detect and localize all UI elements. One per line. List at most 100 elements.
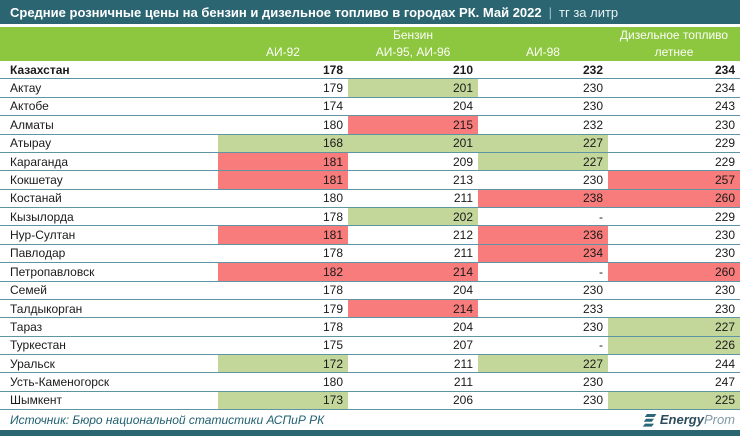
page-title: Средние розничные цены на бензин и дизел… bbox=[10, 4, 542, 20]
price-cell: 211 bbox=[453, 246, 473, 261]
price-cell: 230 bbox=[582, 393, 603, 408]
price-cell: 201 bbox=[348, 134, 478, 152]
table-row: Атырау 168 201 227 229 bbox=[0, 134, 740, 153]
price-cell: 233 bbox=[582, 301, 603, 316]
price-cell: 214 bbox=[348, 299, 478, 318]
city-name: Павлодар bbox=[10, 246, 66, 261]
price-cell: 178 bbox=[322, 283, 343, 298]
header-col-ai98: АИ-98 bbox=[526, 45, 560, 59]
price-cell: 211 bbox=[453, 375, 473, 390]
price-cell: 174 bbox=[322, 99, 343, 114]
table-row: Актау 179 201 230 234 bbox=[0, 79, 740, 98]
table-row: Актобе 174 204 230 243 bbox=[0, 98, 740, 117]
table-header: Бензин Дизельное топливо АИ-92 АИ-95, АИ… bbox=[0, 27, 740, 61]
price-cell: 230 bbox=[582, 172, 603, 187]
title-bar: Средние розничные цены на бензин и дизел… bbox=[0, 0, 740, 24]
price-cell: 209 bbox=[452, 154, 473, 169]
table-body: Казахстан 178 210 232 234 Актау 179 201 230 234 Ак… bbox=[0, 61, 740, 411]
price-cell: 181 bbox=[218, 152, 348, 171]
table-row: Алматы 180 215 232 230 bbox=[0, 116, 740, 135]
price-cell: 230 bbox=[582, 319, 603, 334]
price-cell: 212 bbox=[452, 228, 473, 243]
table-row: Казахстан 178 210 232 234 bbox=[0, 61, 740, 80]
city-name: Костанай bbox=[10, 191, 62, 206]
price-cell: - bbox=[599, 209, 603, 224]
price-cell: 181 bbox=[218, 171, 348, 189]
price-cell: 230 bbox=[582, 283, 603, 298]
city-name: Актобе bbox=[10, 99, 49, 114]
city-name: Кызылорда bbox=[10, 209, 74, 224]
logo-text-prom: Prom bbox=[703, 412, 735, 427]
energyprom-logo: EnergyProm bbox=[642, 411, 735, 429]
city-name: Нур-Султан bbox=[10, 228, 76, 243]
city-name: Тараз bbox=[10, 319, 43, 334]
table-row: Уральск 172 211 227 244 bbox=[0, 355, 740, 374]
price-cell: 180 bbox=[322, 191, 343, 206]
price-cell: 230 bbox=[714, 117, 735, 132]
price-cell: 230 bbox=[582, 81, 603, 96]
price-cell: 211 bbox=[453, 191, 473, 206]
price-cell: 230 bbox=[582, 99, 603, 114]
price-cell: 232 bbox=[582, 62, 603, 77]
table-row: Тараз 178 204 230 227 bbox=[0, 318, 740, 337]
price-cell: 182 bbox=[218, 263, 348, 281]
table-row: Нур-Султан 181 212 236 230 bbox=[0, 226, 740, 245]
city-name: Атырау bbox=[10, 136, 52, 151]
footer: Источник: Бюро национальной статистики А… bbox=[0, 410, 740, 430]
price-cell: 179 bbox=[322, 81, 343, 96]
price-cell: 178 bbox=[322, 319, 343, 334]
price-cell: - bbox=[599, 338, 603, 353]
price-cell: 214 bbox=[348, 263, 478, 281]
table-row: Павлодар 178 211 234 230 bbox=[0, 244, 740, 264]
price-cell: 234 bbox=[714, 81, 735, 96]
price-cell: 260 bbox=[608, 189, 740, 207]
city-name: Караганда bbox=[10, 154, 69, 169]
city-name: Казахстан bbox=[10, 62, 70, 77]
city-name: Туркестан bbox=[10, 338, 66, 353]
price-cell: 175 bbox=[322, 338, 343, 353]
price-cell: 226 bbox=[608, 336, 740, 354]
price-cell: 257 bbox=[608, 171, 740, 189]
city-name: Алматы bbox=[10, 117, 54, 132]
price-cell: 227 bbox=[478, 152, 608, 171]
price-cell: 206 bbox=[452, 393, 473, 408]
price-cell: 201 bbox=[348, 79, 478, 97]
header-diesel-group: Дизельное топливо bbox=[619, 28, 729, 42]
price-cell: 172 bbox=[218, 355, 348, 373]
price-cell: 229 bbox=[714, 136, 735, 151]
price-cell: 230 bbox=[714, 246, 735, 261]
price-cell: 178 bbox=[322, 246, 343, 261]
header-group-row: Бензин Дизельное топливо bbox=[0, 27, 740, 44]
city-name: Семей bbox=[10, 283, 47, 298]
header-benzin-group: Бензин bbox=[392, 28, 433, 42]
table-row: Семей 178 204 230 230 bbox=[0, 282, 740, 300]
table-row: Усть-Каменогорск 180 211 230 247 bbox=[0, 373, 740, 392]
price-cell: 173 bbox=[218, 391, 348, 410]
city-name: Усть-Каменогорск bbox=[10, 375, 110, 390]
price-cell: 230 bbox=[714, 301, 735, 316]
price-cell: 215 bbox=[348, 116, 478, 134]
table-row: Туркестан 175 207 -226 bbox=[0, 336, 740, 355]
table-row: Кокшетау 181 213 230 257 bbox=[0, 171, 740, 190]
price-cell: 232 bbox=[582, 117, 603, 132]
table-row: Кызылорда 178 202 - 229 bbox=[0, 208, 740, 227]
header-col-ai92: АИ-92 bbox=[266, 45, 300, 59]
price-cell: 236 bbox=[478, 226, 608, 244]
bottom-bar bbox=[0, 430, 740, 436]
price-cell: 178 bbox=[322, 62, 343, 77]
price-cell: - bbox=[599, 264, 603, 279]
price-cell: 178 bbox=[322, 209, 343, 224]
header-col-diesel-summer: летнее bbox=[654, 45, 694, 59]
header-city-spacer bbox=[0, 44, 218, 61]
price-cell: 260 bbox=[608, 263, 740, 281]
price-cell: 180 bbox=[322, 117, 343, 132]
price-cell: 244 bbox=[714, 356, 735, 371]
logo-text-energy: Energy bbox=[659, 412, 704, 427]
price-cell: 210 bbox=[452, 62, 473, 77]
city-name: Талдыкорган bbox=[10, 301, 83, 316]
price-cell: 230 bbox=[714, 283, 735, 298]
table-row: Шымкент 173 206 230 225 bbox=[0, 391, 740, 411]
energyprom-icon bbox=[642, 413, 657, 428]
price-cell: 202 bbox=[348, 208, 478, 226]
